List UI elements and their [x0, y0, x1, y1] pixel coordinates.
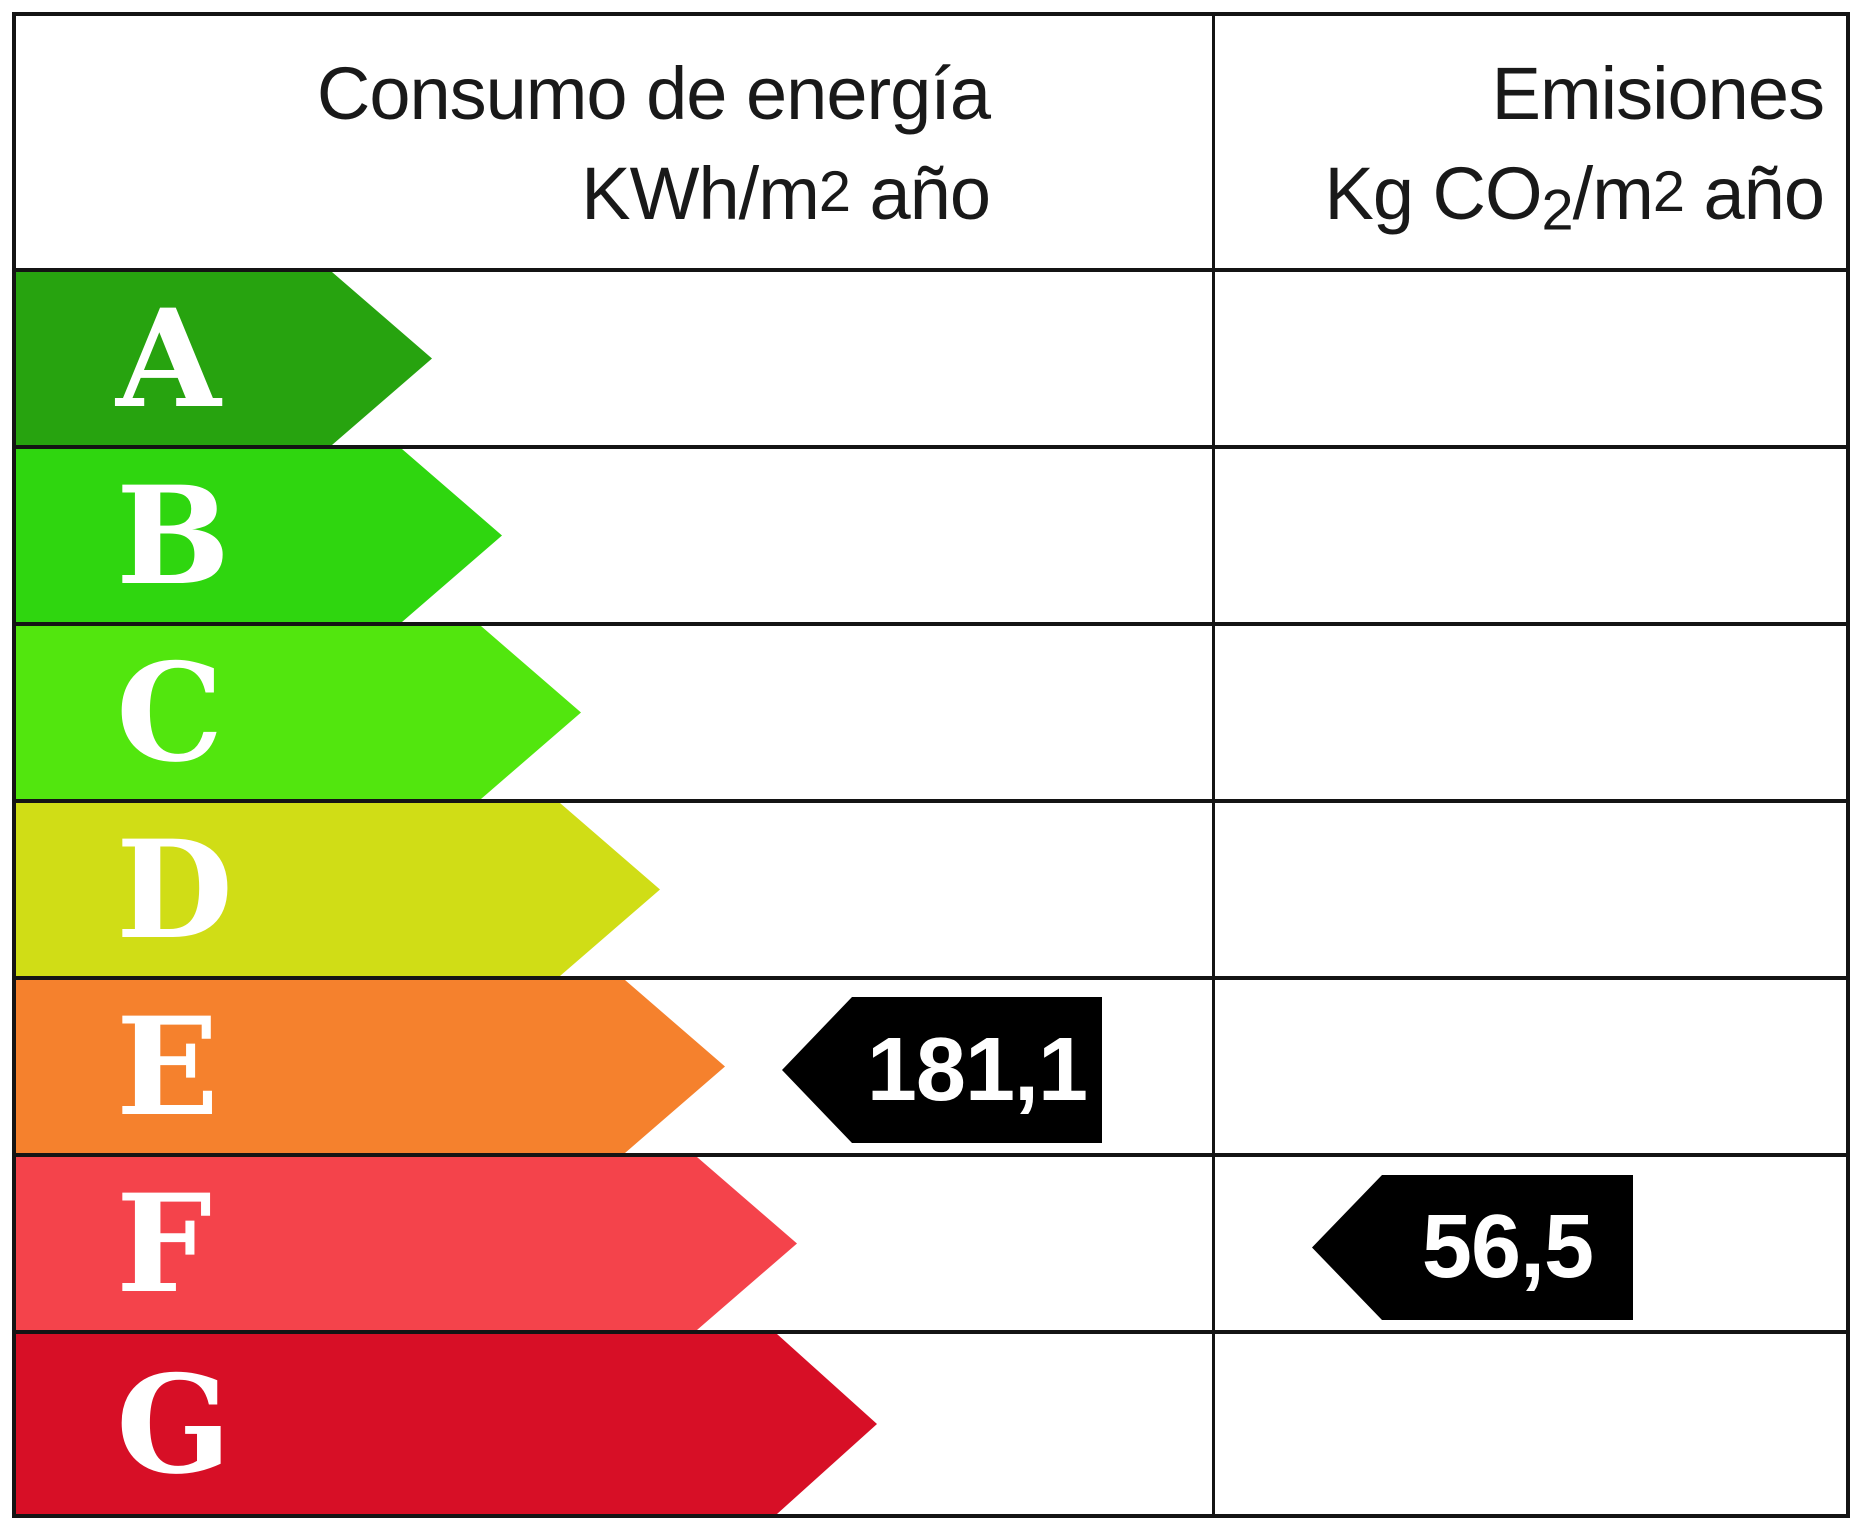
rating-arrow-c: C: [16, 626, 581, 799]
emisiones-header: Emisiones Kg CO2/m2 año: [1212, 16, 1846, 268]
rating-arrow-g: G: [16, 1334, 877, 1514]
rating-letter-f: F: [116, 1164, 212, 1323]
table-header: Consumo de energía KWh/m2 año Emisiones …: [16, 16, 1846, 272]
rating-row-d: D: [16, 803, 1846, 980]
superscript-2: 2: [818, 160, 851, 224]
rating-letter-g: G: [116, 1344, 232, 1504]
rating-table: Consumo de energía KWh/m2 año Emisiones …: [12, 12, 1850, 1518]
rating-arrow-d: D: [16, 803, 660, 976]
rating-letter-c: C: [116, 633, 224, 792]
rating-row-f: F: [16, 1157, 1846, 1334]
consumo-header-title: Consumo de energía: [316, 52, 991, 135]
rating-row-e: E: [16, 980, 1846, 1157]
emisiones-value-arrow: 56,5: [1312, 1175, 1633, 1320]
subscript-2: 2: [1541, 178, 1574, 243]
emisiones-header-title: Emisiones: [1491, 52, 1825, 135]
consumo-value: 181,1: [866, 1019, 1088, 1120]
column-divider: [1212, 16, 1215, 1514]
consumo-header-unit: KWh/m2 año: [581, 152, 991, 236]
rating-table-content: Consumo de energía KWh/m2 año Emisiones …: [16, 16, 1846, 1514]
superscript-2: 2: [1652, 160, 1685, 224]
rating-arrow-e: E: [16, 980, 725, 1153]
consumo-value-arrow: 181,1: [782, 997, 1102, 1143]
consumo-header: Consumo de energía KWh/m2 año: [16, 16, 1212, 268]
emisiones-header-unit: Kg CO2/m2 año: [1324, 152, 1825, 243]
rating-arrow-a: A: [16, 272, 432, 445]
rating-row-g: G: [16, 1334, 1846, 1514]
rating-row-a: A: [16, 272, 1846, 449]
emisiones-value: 56,5: [1421, 1197, 1594, 1297]
rating-arrow-f: F: [16, 1157, 797, 1330]
rating-letter-a: A: [116, 279, 221, 438]
rating-letter-e: E: [116, 987, 219, 1146]
rating-row-b: B: [16, 449, 1846, 626]
rating-arrow-b: B: [16, 449, 502, 622]
rating-letter-d: D: [116, 810, 234, 969]
rating-letter-b: B: [116, 456, 231, 615]
rating-row-c: C: [16, 626, 1846, 803]
